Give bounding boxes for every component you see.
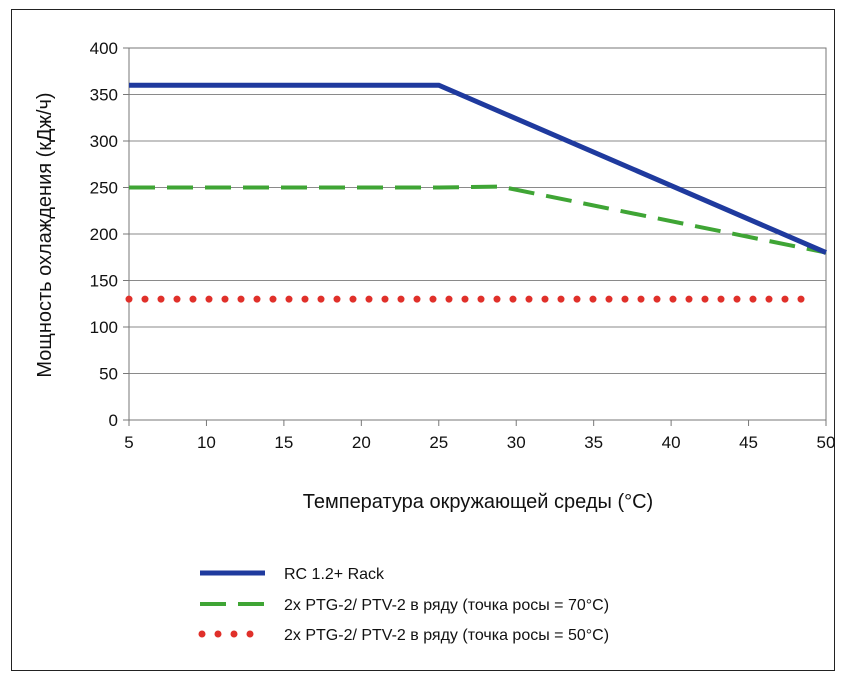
x-tick-label: 35 xyxy=(584,433,603,452)
y-tick-label: 50 xyxy=(99,365,118,384)
x-axis-ticks: 5 10 15 20 25 30 35 40 45 50 xyxy=(124,420,835,452)
y-tick-label: 350 xyxy=(90,86,118,105)
y-tick-label: 400 xyxy=(90,39,118,58)
x-tick-label: 30 xyxy=(507,433,526,452)
series-lines xyxy=(125,82,827,303)
gridlines xyxy=(129,94,826,374)
x-tick-label: 50 xyxy=(817,433,836,452)
y-tick-label: 100 xyxy=(90,318,118,337)
x-tick-label: 25 xyxy=(429,433,448,452)
legend-label-rc-rack: RC 1.2+ Rack xyxy=(284,566,385,583)
legend-label-ptg-50: 2x PTG-2/ PTV-2 в ряду (точка росы = 50°… xyxy=(284,627,609,644)
x-tick-label: 5 xyxy=(124,433,133,452)
x-axis-label: Температура окружающей среды (°C) xyxy=(303,491,653,513)
x-tick-label: 20 xyxy=(352,433,371,452)
legend: RC 1.2+ Rack 2x PTG-2/ PTV-2 в ряду (точ… xyxy=(198,566,609,644)
y-tick-label: 0 xyxy=(109,411,118,430)
legend-label-ptg-70: 2x PTG-2/ PTV-2 в ряду (точка росы = 70°… xyxy=(284,597,609,614)
x-tick-label: 15 xyxy=(274,433,293,452)
x-tick-label: 45 xyxy=(739,433,758,452)
y-tick-label: 250 xyxy=(90,179,118,198)
chart-frame xyxy=(11,9,835,671)
y-axis-ticks: 0 50 100 150 200 250 300 350 400 xyxy=(90,39,129,430)
y-tick-label: 200 xyxy=(90,225,118,244)
x-tick-label: 40 xyxy=(662,433,681,452)
y-tick-label: 300 xyxy=(90,132,118,151)
y-axis-label: Мощность охлаждения (кДж/ч) xyxy=(34,92,56,377)
series-line-solid xyxy=(129,82,827,255)
x-tick-label: 10 xyxy=(197,433,216,452)
series-line-dashed xyxy=(129,184,827,255)
y-tick-label: 150 xyxy=(90,272,118,291)
